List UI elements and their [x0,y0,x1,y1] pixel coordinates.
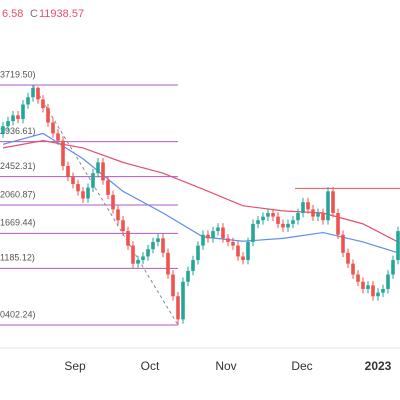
candle-body [291,220,295,224]
candle-body [146,249,150,257]
candle-body [56,133,60,141]
candle-body [191,260,195,271]
candle-body [311,209,315,217]
candle-body [396,231,400,261]
candle-body [91,173,95,188]
candle-body [116,209,120,221]
candle-body [296,213,300,221]
candle-body [76,184,80,192]
header-close-value: 11938.57 [39,8,84,20]
x-tick-label: Oct [141,359,160,373]
fib-label: 2936.61) [0,126,36,136]
candle-body [151,241,155,250]
candle-body [141,256,145,261]
candle-body [331,191,335,214]
candle-body [386,274,390,289]
candle-body [326,191,330,221]
candle-body [66,165,70,177]
candle-body [351,263,355,275]
candle-body [31,87,35,98]
candle-body [371,285,375,297]
candle-body [51,122,55,134]
candle-body [106,180,110,195]
candle-body [221,227,225,239]
candle-body [211,231,215,239]
fib-label: 1669.44) [0,218,36,228]
candle-body [336,213,340,235]
x-tick-label: Dec [291,359,312,373]
candle-body [11,115,15,122]
header-close-label: C [30,8,38,20]
fib-label: 0402.24) [0,309,36,319]
candle-body [261,216,265,221]
candle-body [136,260,140,264]
candle-body [306,202,310,210]
candle-body [111,194,115,210]
candle-body [286,223,290,228]
candle-body [256,220,260,224]
candle-body [281,223,285,228]
candle-body [346,252,350,264]
candle-body [246,241,250,261]
candle-body [251,223,255,242]
candle-body [216,227,220,232]
header-ohlc: 6.58 [2,8,23,20]
candle-body [181,281,185,320]
candle-body [71,176,75,185]
candle-body [226,238,230,242]
candle-body [126,231,130,246]
candle-body [46,108,50,123]
candle-body [16,115,20,119]
candle-body [41,99,45,109]
fib-label: 2060.87) [0,189,36,199]
candle-body [21,104,25,119]
candle-body [81,191,85,199]
candle-body [231,241,235,246]
candle-body [206,234,210,239]
candle-body [271,213,275,217]
candle-body [241,256,245,261]
candle-body [376,292,380,297]
candle-body [161,238,165,253]
candle-body [156,238,160,242]
candle-body [361,281,365,289]
fib-label: 2452.31) [0,161,36,171]
candle-body [166,252,170,275]
candle-body [391,260,395,275]
fib-label: 3719.50) [0,69,36,79]
candle-body [381,288,385,293]
candle-body [316,213,320,217]
candle-body [186,270,190,282]
candle-body [26,97,30,105]
x-tick-label: Nov [215,359,236,373]
candle-body [366,285,370,289]
candle-body [96,162,100,174]
candle-body [121,220,125,232]
candle-body [131,245,135,264]
fib-trend-line [32,84,179,326]
candle-body [301,202,305,214]
fib-label: 1185.12) [0,253,35,263]
candle-body [201,234,205,246]
candle-body [1,126,5,134]
candle-body [101,162,105,181]
x-tick-label: Sep [64,359,86,373]
candle-body [171,274,175,297]
candle-body [356,274,360,282]
candle-body [341,234,345,253]
candle-body [236,245,240,257]
candle-body [6,121,10,127]
candle-body [176,296,180,320]
candle-body [86,187,90,199]
x-tick-label: 2023 [365,359,392,373]
candle-body [321,213,325,221]
candle-body [266,213,270,217]
candle-body [61,140,65,166]
candle-body [196,245,200,261]
candle-body [276,216,280,224]
candle-body [36,87,40,100]
